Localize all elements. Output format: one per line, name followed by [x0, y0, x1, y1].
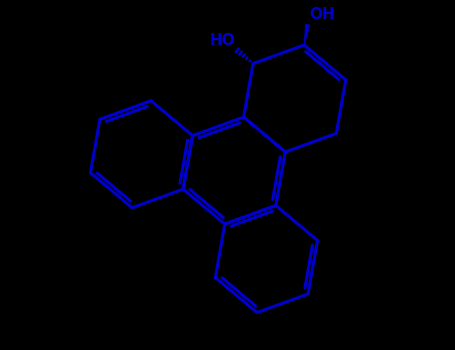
Text: HO: HO [210, 34, 235, 48]
Polygon shape [304, 24, 310, 45]
Text: OH: OH [309, 7, 335, 22]
